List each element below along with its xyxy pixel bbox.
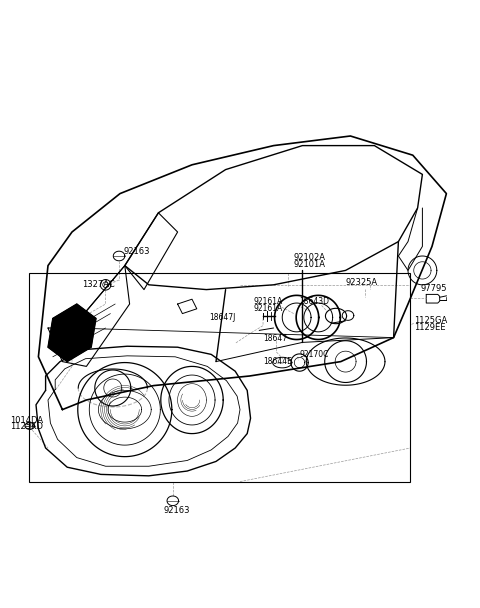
Text: 18644E: 18644E — [263, 357, 292, 366]
Text: 1327AC: 1327AC — [83, 280, 115, 289]
Text: 92102A: 92102A — [294, 254, 326, 263]
Text: 1129EE: 1129EE — [414, 322, 445, 331]
Text: 92163: 92163 — [163, 506, 190, 515]
Text: 18643D: 18643D — [300, 297, 329, 306]
Text: 92101A: 92101A — [294, 260, 326, 269]
Text: 18647: 18647 — [263, 334, 287, 343]
Polygon shape — [48, 304, 96, 362]
Text: 92161A: 92161A — [253, 297, 283, 306]
Text: 1125GA: 1125GA — [414, 316, 447, 325]
Text: 92325A: 92325A — [346, 278, 378, 288]
Text: 92163: 92163 — [124, 247, 150, 256]
Text: 97795: 97795 — [420, 284, 447, 293]
Text: 1014DA: 1014DA — [10, 416, 43, 424]
Text: 18647J: 18647J — [209, 313, 236, 322]
Bar — [29, 273, 410, 482]
Text: 1125KD: 1125KD — [10, 423, 43, 432]
Text: 92170C: 92170C — [300, 350, 329, 359]
Text: 92161A: 92161A — [253, 304, 283, 313]
